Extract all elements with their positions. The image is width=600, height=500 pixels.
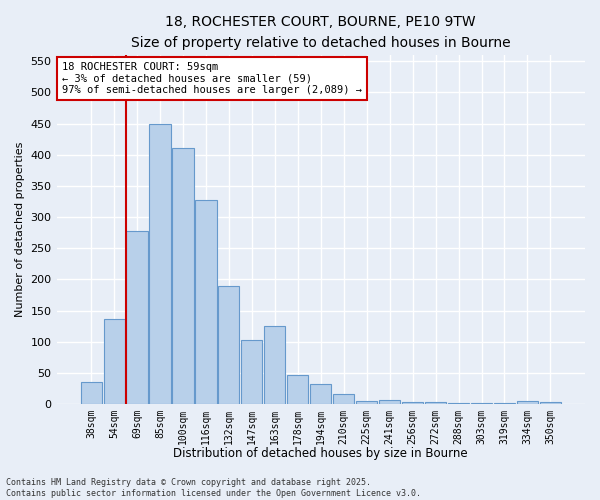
Bar bbox=[264, 326, 286, 404]
Bar bbox=[425, 402, 446, 404]
Text: 18 ROCHESTER COURT: 59sqm
← 3% of detached houses are smaller (59)
97% of semi-d: 18 ROCHESTER COURT: 59sqm ← 3% of detach… bbox=[62, 62, 362, 95]
Y-axis label: Number of detached properties: Number of detached properties bbox=[15, 142, 25, 317]
Text: Contains HM Land Registry data © Crown copyright and database right 2025.
Contai: Contains HM Land Registry data © Crown c… bbox=[6, 478, 421, 498]
Bar bbox=[448, 403, 469, 404]
Bar bbox=[402, 402, 423, 404]
Bar bbox=[218, 286, 239, 404]
Bar bbox=[104, 318, 125, 404]
X-axis label: Distribution of detached houses by size in Bourne: Distribution of detached houses by size … bbox=[173, 447, 468, 460]
Bar bbox=[127, 231, 148, 404]
Bar bbox=[517, 401, 538, 404]
Bar bbox=[287, 376, 308, 404]
Title: 18, ROCHESTER COURT, BOURNE, PE10 9TW
Size of property relative to detached hous: 18, ROCHESTER COURT, BOURNE, PE10 9TW Si… bbox=[131, 15, 511, 50]
Bar bbox=[241, 340, 262, 404]
Bar bbox=[379, 400, 400, 404]
Bar bbox=[333, 394, 354, 404]
Bar bbox=[80, 382, 101, 404]
Bar bbox=[494, 403, 515, 404]
Bar bbox=[196, 200, 217, 404]
Bar bbox=[172, 148, 194, 404]
Bar bbox=[310, 384, 331, 404]
Bar bbox=[356, 401, 377, 404]
Bar bbox=[540, 402, 561, 404]
Bar bbox=[149, 124, 170, 404]
